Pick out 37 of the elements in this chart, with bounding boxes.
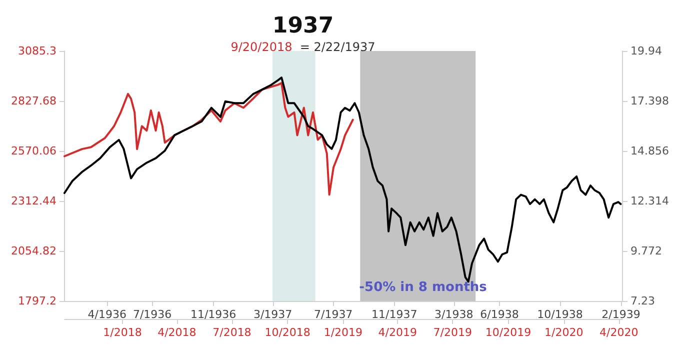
x2-tick-label: 11/1936	[190, 308, 236, 321]
y-tick-label: 1797.2	[18, 294, 56, 308]
x-tick-label: 7/2019	[433, 326, 472, 339]
chart-title: 1937	[272, 14, 334, 38]
x2-tick-label: 2/1939	[602, 308, 640, 321]
x-tick-label: 4/2020	[600, 326, 638, 339]
x2-tick-label: 3/1937	[253, 308, 292, 321]
y2-tick-label: 7.23	[630, 294, 656, 308]
x2-tick-label: 6/1938	[480, 308, 519, 321]
line-series	[63, 82, 354, 196]
x-tick-label: 10/2019	[485, 326, 532, 339]
x2-tick-label: 11/1937	[371, 308, 418, 321]
x2-tick-label: 3/1938	[434, 308, 474, 321]
y-tick-label: 3085.3	[18, 44, 56, 58]
y-tick-label: 2054.82	[10, 244, 56, 258]
x-tick-label: 1/2018	[103, 326, 142, 339]
x2-tick-label: 7/1936	[132, 308, 172, 321]
y2-tick-label: 14.856	[630, 144, 670, 158]
x2-tick-label: 10/1938	[537, 308, 583, 321]
y2-tick-label: 19.94	[630, 44, 662, 58]
chart-subtitle: 9/20/2018 = 2/22/1937	[230, 40, 376, 54]
x-tick-label: 1/2019	[324, 326, 363, 339]
x-tick-label: 4/2019	[378, 326, 417, 339]
x-tick-label: 4/2018	[158, 326, 196, 339]
x-tick-label: 1/2020	[544, 326, 584, 339]
x-tick-label: 7/2018	[212, 326, 252, 339]
y-tick-label: 2312.44	[10, 194, 56, 208]
x2-tick-label: 7/1937	[314, 308, 353, 321]
band-label: -50% in 8 months	[359, 280, 488, 295]
y-tick-label: 2570.06	[10, 144, 56, 158]
y2-tick-label: 17.398	[630, 94, 670, 108]
y2-tick-label: 9.772	[630, 244, 662, 258]
line-series	[63, 76, 622, 283]
y2-tick-label: 12.314	[630, 194, 670, 208]
x-tick-label: 10/2018	[264, 326, 310, 339]
x2-tick-label: 4/1936	[88, 308, 126, 321]
y-tick-label: 2827.68	[10, 94, 56, 108]
